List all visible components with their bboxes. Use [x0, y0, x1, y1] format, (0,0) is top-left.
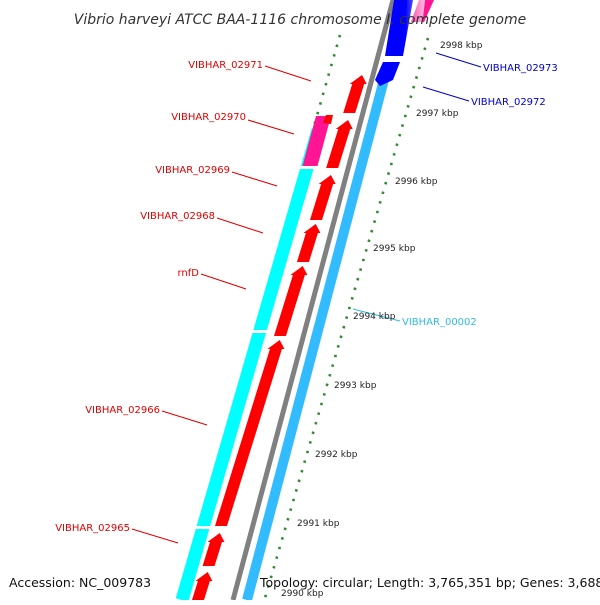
gene-rnfd[interactable]	[273, 266, 308, 336]
gene-label-vibhar-02966[interactable]: VIBHAR_02966	[85, 405, 160, 416]
leader-vibhar-02972	[422, 86, 470, 102]
tick-label-2993: 2993 kbp	[334, 381, 377, 391]
tick-label-2990: 2990 kbp	[281, 589, 324, 599]
leader-vibhar-02966	[161, 410, 208, 426]
gene-label-vibhar-02972[interactable]: VIBHAR_02972	[471, 97, 546, 108]
gene-vibhar-02969[interactable]	[309, 175, 336, 220]
gene-label-vibhar-02970[interactable]: VIBHAR_02970	[171, 112, 246, 123]
gene-vibhar-02971[interactable]	[343, 75, 367, 113]
accession-text: Accession: NC_009783	[9, 575, 151, 590]
gene-label-vibhar-02968[interactable]: VIBHAR_02968	[140, 211, 215, 222]
top-fade-overlay[interactable]	[405, 0, 425, 45]
gene-vibhar-02970[interactable]	[326, 120, 353, 168]
gene-vibhar-02966[interactable]	[214, 340, 285, 526]
gene-vibhar-02972[interactable]	[375, 62, 400, 86]
track-gap-1[interactable]	[297, 166, 318, 169]
tick-label-2996: 2996 kbp	[395, 177, 438, 187]
leader-vibhar-02968	[216, 217, 264, 234]
track-gap-2[interactable]	[250, 330, 271, 333]
tick-label-2992: 2992 kbp	[315, 450, 358, 460]
leader-vibhar-02965	[131, 528, 179, 544]
tick-label-2991: 2991 kbp	[297, 519, 340, 529]
leader-vibhar-02969	[231, 171, 278, 187]
tick-label-2998: 2998 kbp	[440, 41, 483, 51]
leader-rnfd	[200, 273, 247, 290]
outer-feature-track	[175, 128, 325, 602]
rna-overlap-mark[interactable]	[323, 115, 333, 124]
gene-label-vibhar-02969[interactable]: VIBHAR_02969	[155, 165, 230, 176]
tick-label-2995: 2995 kbp	[373, 244, 416, 254]
chart-title: Vibrio harveyi ATCC BAA-1116 chromosome …	[74, 12, 526, 28]
gene-vibhar-02973[interactable]	[385, 0, 413, 56]
tick-label-2997: 2997 kbp	[416, 109, 459, 119]
gene-vibhar-02968[interactable]	[296, 224, 321, 262]
inner-dotted-ring	[263, 37, 430, 599]
track-gap-3[interactable]	[193, 526, 214, 529]
gene-next-forward[interactable]	[192, 572, 213, 600]
leader-vibhar-00002	[352, 308, 401, 322]
gene-label-vibhar-00002[interactable]: VIBHAR_00002	[402, 317, 477, 328]
gene-vibhar-02965[interactable]	[202, 533, 225, 566]
gene-features	[192, 0, 434, 600]
leader-vibhar-02973	[435, 52, 482, 68]
backbone-line	[230, 0, 396, 601]
leader-vibhar-02970	[247, 119, 295, 135]
gene-label-vibhar-02965[interactable]: VIBHAR_02965	[55, 523, 130, 534]
gene-label-rnfd[interactable]: rnfD	[178, 268, 200, 279]
rna-feature[interactable]	[302, 116, 331, 168]
topology-text: Topology: circular; Length: 3,765,351 bp…	[259, 575, 600, 590]
leader-lines	[131, 52, 482, 544]
gene-label-vibhar-02973[interactable]: VIBHAR_02973	[483, 63, 558, 74]
leader-vibhar-02971	[264, 65, 312, 82]
tick-label-2994: 2994 kbp	[353, 312, 396, 322]
inner-feature-track	[242, 70, 391, 602]
gene-label-vibhar-02971[interactable]: VIBHAR_02971	[188, 60, 263, 71]
